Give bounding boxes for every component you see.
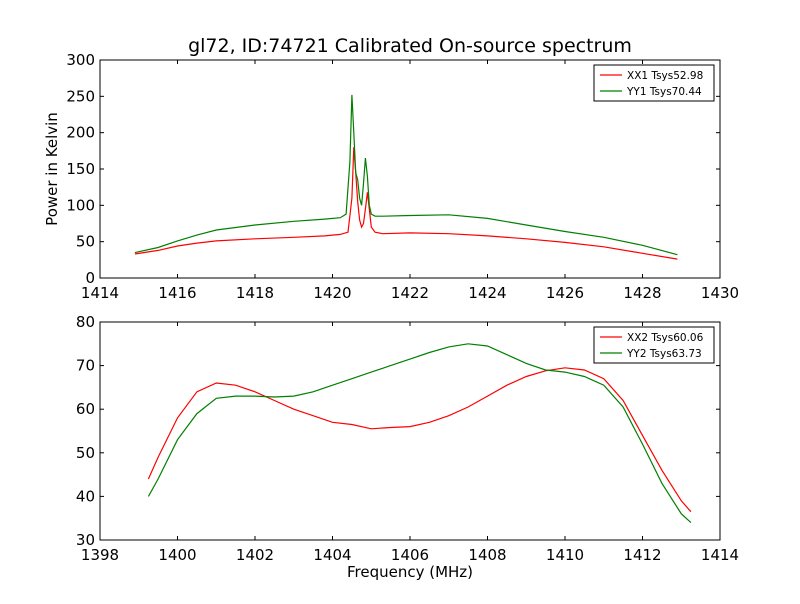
y-tick-label: 40: [76, 487, 95, 505]
y-tick-label: 0: [85, 269, 95, 287]
y-tick-label: 60: [76, 400, 95, 418]
legend-box: [593, 64, 715, 102]
y-tick-label: 200: [66, 124, 95, 142]
legend-label-2: YY1 Tsys70.44: [626, 86, 702, 98]
series-line-1: [147, 367, 692, 513]
y-tick-label: 100: [66, 196, 95, 214]
figure-title: gl72, ID:74721 Calibrated On-source spec…: [188, 35, 632, 57]
series-line-2: [147, 343, 692, 524]
x-tick-label: 1402: [236, 546, 274, 564]
y-tick-label: 150: [66, 160, 95, 178]
x-tick-label: 1422: [391, 284, 429, 302]
series-line-2: [134, 94, 678, 256]
legend-label-1: XX2 Tsys60.06: [627, 332, 704, 344]
y-axis-label: Power in Kelvin: [43, 112, 61, 226]
plot-panel-2: 1398 1400 1402 1404 1406 1408 1410 1412 1414 30 40…: [76, 313, 739, 581]
x-tick-label: 1412: [623, 546, 661, 564]
x-tick-label: 1424: [468, 284, 506, 302]
x-tick-label: 1430: [701, 284, 739, 302]
series-line-1: [134, 147, 678, 260]
y-tick-label: 30: [76, 531, 95, 549]
y-tick-label: 50: [76, 233, 95, 251]
y-tick-label: 50: [76, 444, 95, 462]
x-tick-label: 1400: [158, 546, 196, 564]
x-tick-label: 1428: [623, 284, 661, 302]
y-tick-label: 250: [66, 87, 95, 105]
x-tick-label: 1408: [468, 546, 506, 564]
y-tick-label: 80: [76, 313, 95, 331]
plot-panel-1: 1414 1416 1418 1420 1422 1424 1426 1428 1430 0 50 1…: [43, 51, 739, 302]
legend: XX1 Tsys52.98 YY1 Tsys70.44: [593, 64, 715, 102]
x-tick-label: 1414: [701, 546, 739, 564]
x-tick-label: 1418: [236, 284, 274, 302]
x-tick-label: 1410: [546, 546, 584, 564]
legend: XX2 Tsys60.06 YY2 Tsys63.73: [593, 326, 715, 364]
legend-box: [593, 326, 715, 364]
x-tick-label: 1398: [81, 546, 119, 564]
x-tick-label: 1426: [546, 284, 584, 302]
x-tick-label: 1404: [313, 546, 351, 564]
x-tick-label: 1406: [391, 546, 429, 564]
y-tick-label: 70: [76, 357, 95, 375]
x-tick-label: 1414: [81, 284, 119, 302]
x-tick-label: 1416: [158, 284, 196, 302]
legend-label-1: XX1 Tsys52.98: [627, 70, 703, 82]
x-axis-label: Frequency (MHz): [347, 563, 473, 581]
legend-label-2: YY2 Tsys63.73: [626, 348, 702, 360]
y-tick-label: 300: [66, 51, 95, 69]
x-tick-label: 1420: [313, 284, 351, 302]
